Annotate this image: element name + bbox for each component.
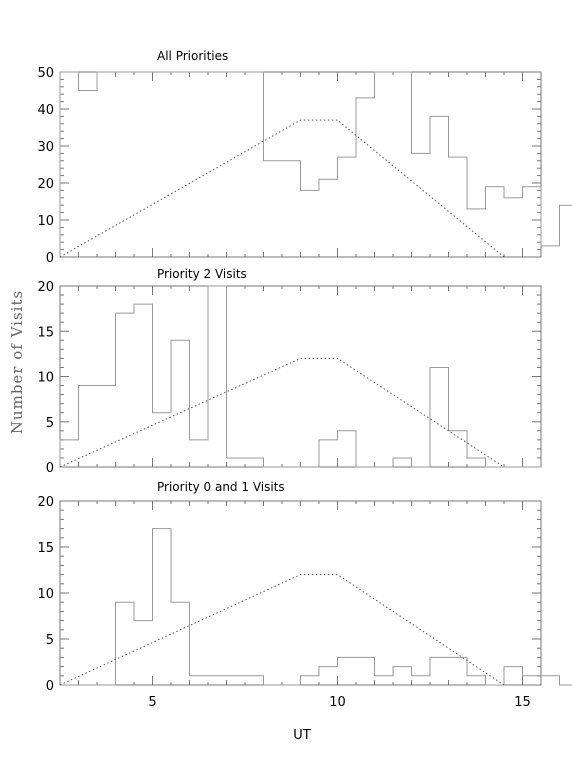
y-tick-label: 0 [46, 679, 54, 694]
reference-line [59, 119, 505, 258]
reference-line [59, 357, 505, 468]
y-tick-label: 10 [37, 371, 54, 386]
x-minor-ticks [59, 501, 542, 685]
panel-title: Priority 2 Visits [157, 267, 247, 281]
panel-priority-0-1: Priority 0 and 1 Visits 0 5 10 15 20 5 10 15 [37, 480, 572, 710]
y-tick-label: 40 [37, 103, 54, 118]
panel-all-priorities: All Priorities 0 10 20 30 40 50 [37, 49, 572, 266]
y-tick-label: 15 [37, 325, 54, 340]
histogram-series [60, 528, 572, 686]
panel-priority-2: Priority 2 Visits 0 5 10 15 20 [37, 267, 542, 476]
histogram-series [59, 71, 572, 257]
y-tick-label: 50 [37, 66, 54, 81]
x-axis-label: UT [293, 728, 311, 743]
x-tick-label: 5 [148, 695, 156, 710]
y-tick-label: 15 [37, 541, 54, 556]
panel-title: All Priorities [157, 49, 228, 63]
y-tick-label: 20 [37, 177, 54, 192]
y-minor-ticks [60, 71, 541, 258]
panel-title: Priority 0 and 1 Visits [157, 480, 285, 494]
reference-line [59, 574, 505, 686]
y-axis-label: Number of Visits [8, 290, 26, 434]
y-tick-label: 0 [46, 461, 54, 476]
y-tick-label: 20 [37, 495, 54, 510]
y-tick-label: 20 [37, 280, 54, 295]
y-tick-label: 0 [46, 251, 54, 266]
y-tick-label: 10 [37, 587, 54, 602]
plot-frame [59, 500, 542, 686]
histogram-series [59, 285, 541, 468]
y-tick-label: 30 [37, 140, 54, 155]
y-tick-label: 5 [46, 633, 54, 648]
y-tick-label: 5 [46, 416, 54, 431]
x-tick-label: 10 [329, 695, 346, 710]
y-tick-label: 10 [37, 214, 54, 229]
y-minor-ticks [60, 500, 541, 686]
x-tick-label: 15 [514, 695, 531, 710]
